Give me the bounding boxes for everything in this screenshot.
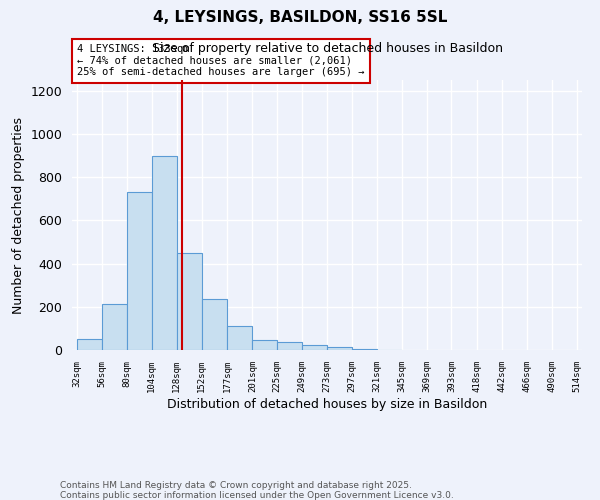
Bar — [302, 344, 327, 350]
Bar — [152, 156, 176, 350]
Bar — [102, 304, 127, 350]
Bar — [127, 192, 152, 350]
Bar — [253, 340, 277, 350]
Bar — [176, 253, 202, 350]
Text: 4, LEYSINGS, BASILDON, SS16 5SL: 4, LEYSINGS, BASILDON, SS16 5SL — [153, 10, 447, 25]
Bar — [352, 349, 377, 350]
Y-axis label: Number of detached properties: Number of detached properties — [12, 116, 25, 314]
Text: Contains public sector information licensed under the Open Government Licence v3: Contains public sector information licen… — [60, 491, 454, 500]
Text: 4 LEYSINGS: 133sqm
← 74% of detached houses are smaller (2,061)
25% of semi-deta: 4 LEYSINGS: 133sqm ← 74% of detached hou… — [77, 44, 365, 78]
Text: Contains HM Land Registry data © Crown copyright and database right 2025.: Contains HM Land Registry data © Crown c… — [60, 481, 412, 490]
Bar — [77, 339, 102, 350]
Title: Size of property relative to detached houses in Basildon: Size of property relative to detached ho… — [151, 42, 503, 55]
Bar — [277, 342, 302, 350]
X-axis label: Distribution of detached houses by size in Basildon: Distribution of detached houses by size … — [167, 398, 487, 410]
Bar — [202, 299, 227, 350]
Bar — [227, 326, 253, 350]
Bar — [327, 347, 352, 350]
